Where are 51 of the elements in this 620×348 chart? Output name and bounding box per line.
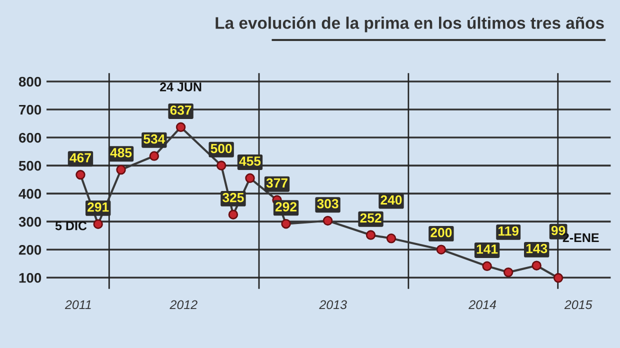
y-tick-label: 600 <box>18 132 42 143</box>
x-tick-label: 2011 <box>64 300 91 310</box>
data-label: 292 <box>275 202 296 212</box>
data-label: 534 <box>144 134 166 144</box>
point <box>245 173 255 184</box>
point <box>76 170 86 180</box>
point <box>482 261 492 272</box>
y-tick-label: 100 <box>19 272 42 283</box>
data-label: 500 <box>210 144 232 154</box>
annotation: 24 JUN <box>160 82 202 92</box>
data-label: 252 <box>360 213 382 223</box>
point <box>228 210 238 220</box>
point <box>366 230 376 240</box>
data-label: 455 <box>239 156 261 166</box>
annotation: 5 DIC <box>55 221 87 230</box>
x-tick-label: 2014 <box>468 300 496 310</box>
x-tick-label: 2013 <box>319 300 347 310</box>
point <box>436 244 446 254</box>
y-tick-label: 800 <box>18 76 42 87</box>
data-label: 377 <box>266 178 288 188</box>
point <box>149 151 160 161</box>
y-tick-label: 200 <box>18 244 42 255</box>
point <box>553 273 564 283</box>
data-label: 99 <box>551 226 566 236</box>
chart-title: La evolución de la prima en los últimos tres años <box>216 16 604 32</box>
x-tick-label: 2012 <box>170 300 198 310</box>
data-label: 119 <box>498 226 518 236</box>
data-label: 303 <box>317 199 338 208</box>
data-label: 467 <box>70 153 91 162</box>
data-label: 325 <box>222 192 244 202</box>
y-tick-label: 300 <box>18 216 42 227</box>
y-tick-label: 500 <box>18 160 42 171</box>
y-tick-label: 700 <box>19 104 42 115</box>
data-label: 291 <box>88 202 109 212</box>
point <box>281 218 291 229</box>
data-label: 143 <box>526 244 548 254</box>
point <box>503 267 514 278</box>
point <box>386 234 396 244</box>
point <box>216 160 226 170</box>
data-label: 637 <box>170 105 192 115</box>
data-label: 200 <box>430 228 452 238</box>
data-label: 141 <box>476 244 498 254</box>
point <box>532 260 542 270</box>
data-label: 240 <box>380 195 402 205</box>
point <box>93 219 103 229</box>
x-tick-label: 2015 <box>564 300 592 310</box>
point <box>322 216 333 226</box>
data-label: 485 <box>110 148 132 158</box>
point <box>176 122 186 132</box>
point <box>116 164 126 175</box>
y-tick-label: 400 <box>18 188 42 199</box>
